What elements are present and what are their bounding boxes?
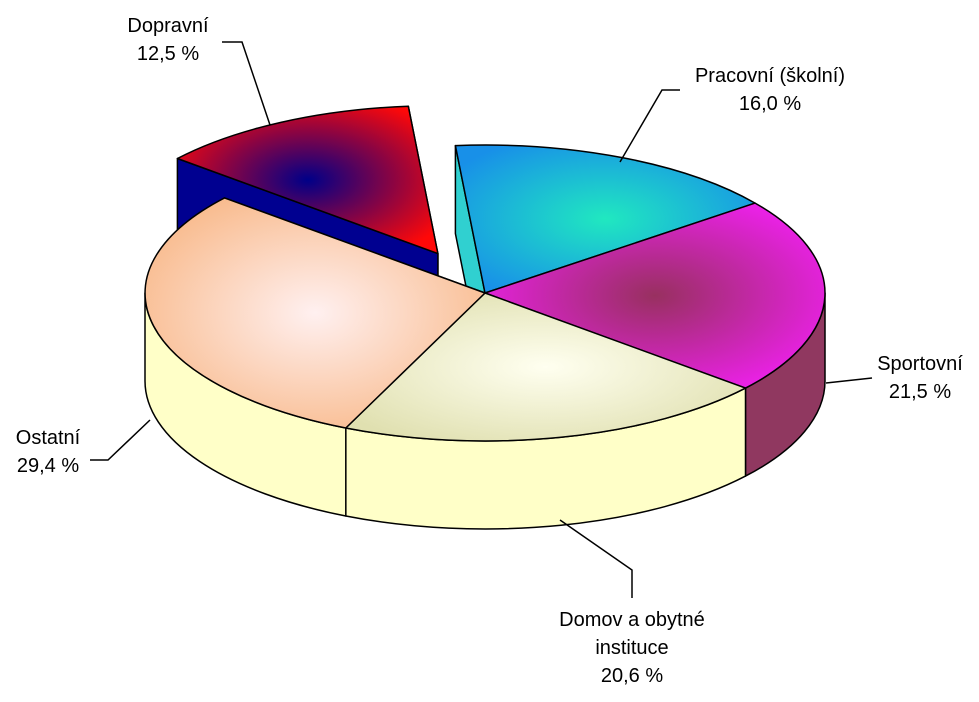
slice [144,197,486,429]
slice [484,202,826,389]
slice-label: Pracovní (školní) 16,0 % [695,62,845,118]
leader-line [90,419,151,461]
category-label: Dopravní [127,15,209,37]
category-label: Domov a obytné instituce [559,609,705,659]
leader-line [619,89,680,163]
slice-label: Ostatní 29,4 % [16,424,80,480]
slice-label: Dopravní 12,5 % [127,12,208,68]
slice-label: Sportovní 21,5 % [877,350,963,406]
category-label: Pracovní (školní) [694,65,846,87]
slice-label: Domov a obytné instituce 20,6 % [542,606,722,690]
slice [176,105,439,255]
value-label: 20,6 % [600,665,664,687]
value-label: 16,0 % [738,93,802,115]
category-label: Ostatní [15,427,81,449]
leader-lines [90,41,873,598]
value-label: 21,5 % [888,381,952,403]
value-label: 12,5 % [136,43,200,65]
category-label: Sportovní [877,353,963,375]
slice [345,292,747,442]
leader-line [222,41,271,126]
leader-line [825,377,873,384]
value-label: 29,4 % [16,455,80,477]
leader-line [559,519,633,598]
